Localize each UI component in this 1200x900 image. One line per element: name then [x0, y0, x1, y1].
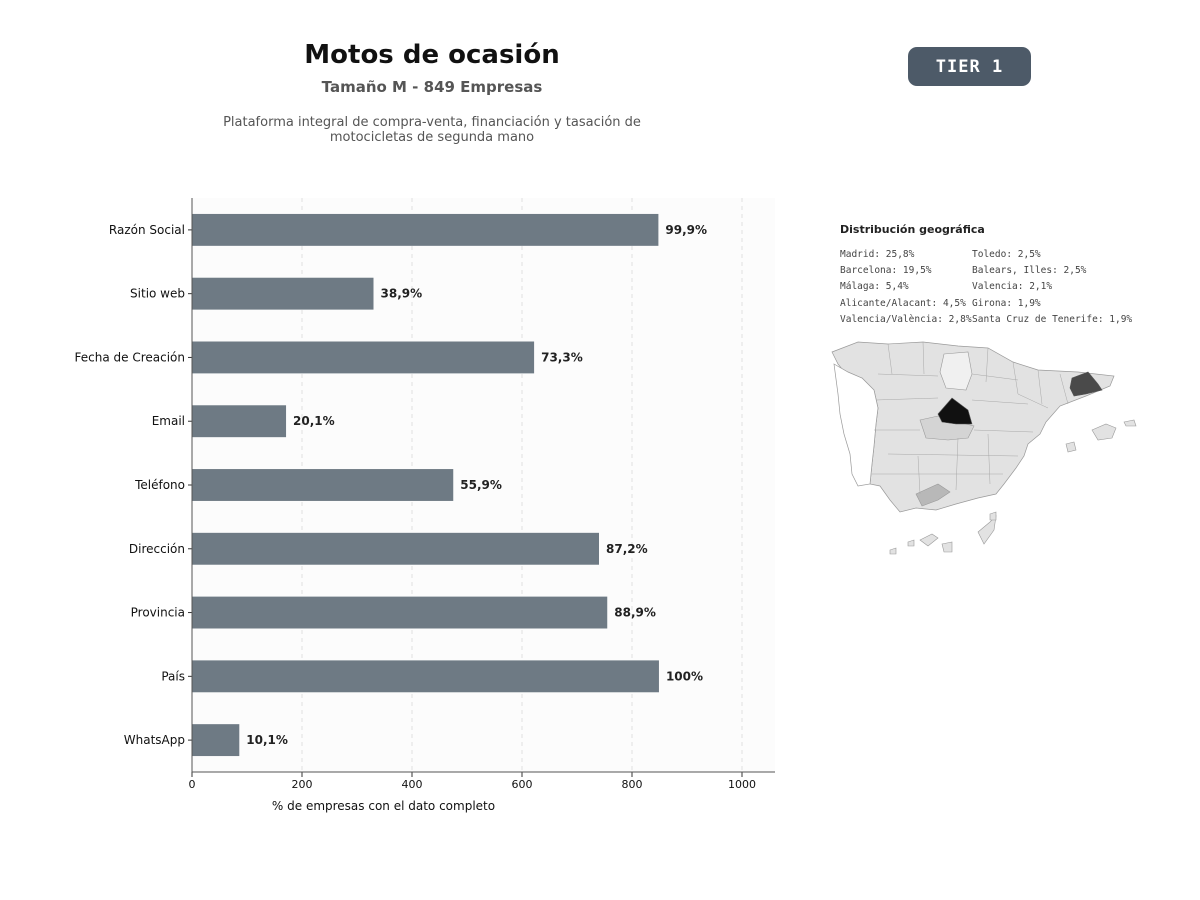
geo-entry: Málaga: 5,4%: [840, 281, 909, 293]
map-region-province: [939, 351, 973, 391]
category-label: Razón Social: [109, 223, 185, 237]
bar: [192, 213, 659, 246]
data-label: 99,9%: [665, 223, 707, 237]
map-balearic-islands: [1065, 419, 1137, 453]
data-label: 73,3%: [541, 350, 583, 364]
map-region-portugal-gap: [833, 363, 879, 487]
map-region-canary: [919, 533, 939, 547]
map-mainland: [831, 341, 1115, 513]
category-label: Provincia: [131, 606, 185, 620]
bar: [192, 724, 240, 757]
map-region-canary: [889, 547, 897, 555]
x-tick-label: 200: [292, 778, 313, 791]
map-region-ibiza: [1065, 441, 1077, 453]
data-label: 10,1%: [246, 733, 288, 747]
x-tick-label: 0: [189, 778, 196, 791]
geo-entry: Toledo: 2,5%: [972, 249, 1041, 260]
bar: [192, 469, 454, 501]
geo-list-column-1: Madrid: 25,8% Barcelona: 19,5% Málaga: 5…: [840, 247, 972, 328]
description-line-1: Plataforma integral de compra-venta, fin…: [223, 115, 641, 130]
map-region-canary: [907, 539, 915, 547]
map-region-malaga: [915, 483, 951, 507]
category-label: Fecha de Creación: [75, 350, 185, 364]
data-label: 88,9%: [614, 606, 656, 620]
geo-entry: Girona: 1,9%: [972, 297, 1041, 309]
map-region-menorca: [1123, 419, 1137, 427]
map-region-canary: [941, 541, 953, 553]
bar: [192, 277, 374, 310]
x-tick-label: 600: [512, 778, 533, 791]
bar: [192, 596, 608, 629]
map-region-madrid: [937, 397, 973, 425]
map-canary-islands: [889, 511, 997, 555]
category-label: Sitio web: [130, 287, 185, 301]
bar: [192, 660, 659, 693]
map-region-barcelona: [1069, 371, 1103, 397]
category-label: WhatsApp: [124, 733, 185, 747]
map-region-borders: [872, 341, 1069, 495]
completeness-bar-chart: 0 200 400 600 800 1000 Razón Social 99,9% Sitio …: [75, 198, 775, 813]
description-line-2: motocicletas de segunda mano: [329, 130, 535, 145]
geo-entry: Madrid: 25,8%: [840, 249, 915, 260]
geo-entry: Balears, Illes: 2,5%: [972, 265, 1087, 277]
map-region-mallorca: [1091, 423, 1117, 441]
geo-entry: Santa Cruz de Tenerife: 1,9%: [972, 313, 1133, 325]
x-tick-label: 800: [622, 778, 643, 791]
page-subtitle: Tamaño M - 849 Empresas: [321, 78, 543, 96]
data-label: 55,9%: [460, 478, 502, 492]
x-tick-label: 400: [402, 778, 423, 791]
x-tick-label: 1000: [728, 778, 756, 791]
data-label: 100%: [666, 669, 703, 683]
geo-entry: Barcelona: 19,5%: [840, 265, 932, 277]
data-label: 87,2%: [606, 542, 648, 556]
company-description: Plataforma integral de compra-venta, fin…: [212, 115, 652, 145]
geo-list-column-2: Toledo: 2,5% Balears, Illes: 2,5% Valenc…: [972, 247, 1132, 328]
x-axis-title: % de empresas con el dato completo: [272, 799, 495, 813]
category-label: Email: [152, 414, 185, 428]
data-label: 38,9%: [381, 287, 423, 301]
spain-choropleth-map: [831, 341, 1137, 555]
bar: [192, 532, 599, 565]
tier-badge: TIER 1: [908, 47, 1031, 86]
bar: [192, 405, 287, 438]
data-label: 20,1%: [293, 414, 335, 428]
geo-entry: Valencia: 2,1%: [972, 281, 1053, 293]
category-label: País: [161, 669, 185, 683]
geo-entry: Alicante/Alacant: 4,5%: [840, 297, 966, 309]
geo-entry: Valencia/València: 2,8%: [840, 313, 972, 325]
bar: [192, 341, 535, 374]
map-region-canary: [989, 511, 997, 521]
geo-distribution-title: Distribución geográfica: [840, 223, 985, 236]
page-title: Motos de ocasión: [304, 40, 560, 70]
category-label: Teléfono: [134, 478, 185, 492]
map-region-canary: [977, 515, 997, 545]
category-label: Dirección: [129, 542, 185, 556]
